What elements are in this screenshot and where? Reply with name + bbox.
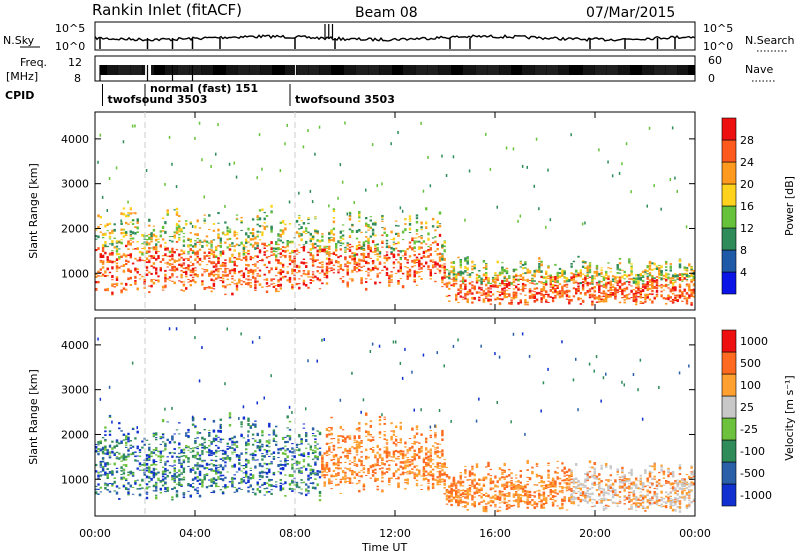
power-colorbar: 4 8 12 16 20 24 28 Power [dB] xyxy=(721,117,796,295)
colorbar-label: 4 xyxy=(740,266,747,279)
x-tick-label: 00:00 xyxy=(679,527,711,540)
colorbar-label: 20 xyxy=(740,178,754,191)
x-tick-label: 08:00 xyxy=(279,527,311,540)
nsearch-tick-top: 10^5 xyxy=(703,22,733,35)
cpid-entry: normal (fast) 151 xyxy=(150,82,258,95)
date-title: 07/Mar/2015 xyxy=(586,5,675,21)
freq-trace xyxy=(99,65,695,81)
cpid-entry: twofsound 3503 xyxy=(108,93,208,106)
x-tick-label: 16:00 xyxy=(479,527,511,540)
x-tick-label: 00:00 xyxy=(79,527,111,540)
y-axis-title: Slant Range [km] xyxy=(27,163,40,259)
freq-tick-top: 12 xyxy=(68,56,82,69)
nsky-tick-top: 10^5 xyxy=(55,22,85,35)
freq-strip: Freq. [MHz] 12 8 60 0 Nave xyxy=(6,54,776,85)
y-tick-label: 3000 xyxy=(61,178,89,191)
colorbar-label: 1000 xyxy=(740,335,768,348)
nsky-trace xyxy=(94,24,696,49)
colorbar-label: 24 xyxy=(740,156,754,169)
velocity-colorbar: 1000 500 100 25 -25 -100 -500 -1000 Velocity [m … xyxy=(721,329,796,507)
y-axis-title: Slant Range [km] xyxy=(27,369,40,465)
nave-tick-bottom: 0 xyxy=(708,72,715,85)
colorbar-label: 12 xyxy=(740,222,754,235)
x-tick-label: 20:00 xyxy=(579,527,611,540)
x-axis-title: Time UT xyxy=(361,541,407,554)
x-tick-label: 04:00 xyxy=(179,527,211,540)
colorbar-label: 28 xyxy=(740,134,754,147)
cpid-label: CPID xyxy=(5,89,34,102)
colorbar-label: 8 xyxy=(740,244,747,257)
nave-label: Nave xyxy=(745,63,773,76)
velocity-panel: 1000 2000 3000 4000 Slant Range [km] xyxy=(27,317,696,517)
x-tick-label: 12:00 xyxy=(379,527,411,540)
nsearch-label: N.Search xyxy=(745,34,795,47)
freq-label-line2: [MHz] xyxy=(6,70,38,83)
colorbar-label: 16 xyxy=(740,200,754,213)
nsky-tick-bottom: 10^0 xyxy=(55,40,85,53)
velocity-heatmap xyxy=(95,327,696,513)
y-tick-label: 1000 xyxy=(61,267,89,280)
power-panel: 1000 2000 3000 4000 Slant Range [km] xyxy=(27,111,696,311)
nsky-label: N.Sky xyxy=(3,34,35,47)
nsky-strip: N.Sky 10^5 10^0 10^5 10^0 N.Search xyxy=(3,21,795,53)
y-tick-label: 2000 xyxy=(61,428,89,441)
colorbar-label: 25 xyxy=(740,401,754,414)
colorbar-label: -500 xyxy=(740,467,765,480)
freq-tick-bottom: 8 xyxy=(74,72,81,85)
y-tick-label: 4000 xyxy=(61,339,89,352)
y-tick-label: 2000 xyxy=(61,222,89,235)
time-axis: 00:00 04:00 08:00 12:00 16:00 20:00 00:00 xyxy=(79,527,711,540)
beam-title: Beam 08 xyxy=(355,5,418,21)
colorbar-title: Velocity [m s⁻¹] xyxy=(783,375,796,460)
cpid-entry: twofsound 3503 xyxy=(295,93,395,106)
nave-tick-top: 60 xyxy=(708,54,722,67)
nsearch-tick-bottom: 10^0 xyxy=(703,40,733,53)
freq-label-line1: Freq. xyxy=(20,56,47,69)
power-heatmap xyxy=(95,121,696,306)
colorbar-label: 500 xyxy=(740,357,761,370)
station-title: Rankin Inlet (fitACF) xyxy=(92,1,242,19)
y-tick-label: 1000 xyxy=(61,473,89,486)
colorbar-label: -25 xyxy=(740,423,758,436)
colorbar-label: -1000 xyxy=(740,489,772,502)
colorbar-title: Power [dB] xyxy=(783,176,796,236)
colorbar-label: 100 xyxy=(740,379,761,392)
colorbar-label: -100 xyxy=(740,445,765,458)
y-tick-label: 4000 xyxy=(61,133,89,146)
y-tick-label: 3000 xyxy=(61,384,89,397)
